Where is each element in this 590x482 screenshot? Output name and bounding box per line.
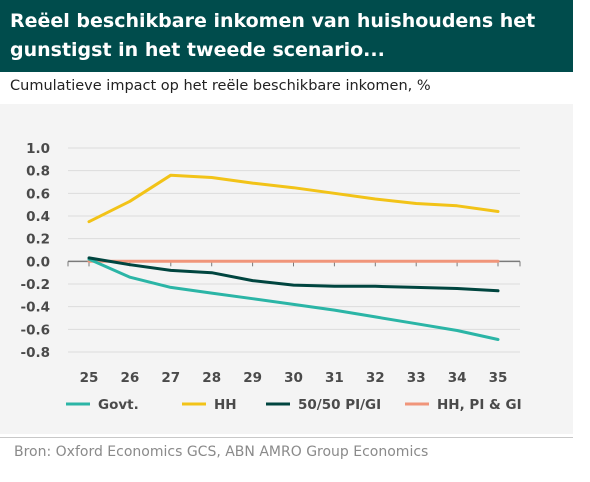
y-tick-label: -0.8 bbox=[20, 345, 50, 361]
source-divider bbox=[0, 437, 573, 438]
y-tick-label: 1.0 bbox=[26, 141, 50, 157]
series-line-3 bbox=[87, 256, 500, 293]
chart-subtitle: Cumulatieve impact op het reële beschikb… bbox=[10, 78, 431, 94]
legend-label: HH bbox=[214, 397, 237, 413]
chart-title-line-2: gunstigst in het tweede scenario... bbox=[10, 39, 385, 61]
y-tick-label: 0.2 bbox=[26, 232, 50, 248]
source-note: Bron: Oxford Economics GCS, ABN AMRO Gro… bbox=[14, 444, 429, 460]
x-tick-label: 33 bbox=[407, 370, 426, 386]
x-tick-label: 29 bbox=[243, 370, 262, 386]
x-tick-label: 30 bbox=[284, 370, 303, 386]
line-chart: 1.0 0.8 0.6 0.4 0.2 0.0 -0.2 -0.4 -0.6 -0.8 25 26 27… bbox=[20, 141, 522, 413]
y-tick-label: 0.4 bbox=[26, 209, 50, 225]
x-tick-label: 34 bbox=[448, 370, 467, 386]
y-tick-label: 0.8 bbox=[26, 164, 50, 180]
x-tick-label: 25 bbox=[80, 370, 99, 386]
x-tick-label: 26 bbox=[121, 370, 140, 386]
chart-panel: 1.0 0.8 0.6 0.4 0.2 0.0 -0.2 -0.4 -0.6 -0.8 25 26 27… bbox=[0, 104, 573, 434]
series-line-1 bbox=[87, 257, 500, 341]
y-tick-label: -0.4 bbox=[20, 300, 50, 316]
legend-label: 50/50 PI/GI bbox=[298, 397, 381, 413]
series-line-2 bbox=[87, 173, 500, 224]
x-tick-label: 35 bbox=[489, 370, 508, 386]
x-tick-label: 31 bbox=[325, 370, 344, 386]
legend-label: HH, PI & GI bbox=[437, 397, 522, 413]
y-tick-label: -0.6 bbox=[20, 322, 50, 338]
y-tick-label: -0.2 bbox=[20, 277, 50, 293]
x-tick-label: 27 bbox=[161, 370, 180, 386]
y-tick-label: 0.6 bbox=[26, 186, 50, 202]
y-tick-label: 0.0 bbox=[26, 254, 50, 270]
legend-label: Govt. bbox=[98, 397, 139, 413]
chart-title: Reëel beschikbare inkomen van huishouden… bbox=[0, 0, 573, 72]
x-tick-label: 28 bbox=[202, 370, 221, 386]
chart-title-line-1: Reëel beschikbare inkomen van huishouden… bbox=[10, 10, 536, 32]
x-tick-label: 32 bbox=[366, 370, 385, 386]
